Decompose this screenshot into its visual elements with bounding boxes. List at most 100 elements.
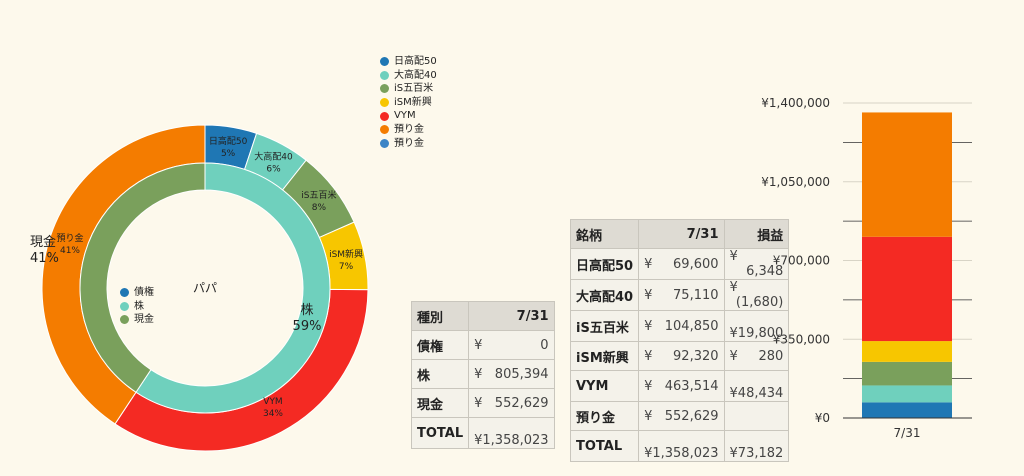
inner-legend-swatch <box>120 301 129 311</box>
inner-legend-label: 株 <box>134 300 144 312</box>
outer-legend-swatch <box>380 70 389 80</box>
bar-segment-0 <box>862 402 952 418</box>
outer-slice-label-5: 預り金 <box>56 232 83 244</box>
outer-slice-pct-1: 6% <box>266 164 281 174</box>
row-value: ¥552,629 <box>638 401 725 431</box>
bar-segment-5 <box>862 112 952 237</box>
inner-legend-label: 現金 <box>134 314 154 326</box>
table-row: 大高配40 ¥75,110 ¥ (1,680) <box>569 279 790 311</box>
outer-legend-label: iS五百米 <box>394 83 434 95</box>
inner-legend-item: 現金 <box>120 313 154 327</box>
inner-legend-swatch <box>120 288 129 298</box>
header-pl: 損益 <box>723 219 790 249</box>
donut-center-label: パパ <box>193 281 217 295</box>
bar-segment-3 <box>862 341 952 362</box>
row-value: ¥0 <box>468 330 555 360</box>
inner-label-stock: 株 <box>300 303 313 318</box>
row-label: 債権 <box>410 330 470 360</box>
inner-slice-2 <box>79 162 206 393</box>
y-tick-label: ¥1,050,000 <box>761 175 830 189</box>
outer-legend-label: iSM新興 <box>394 96 432 108</box>
inner-legend-item: 株 <box>120 300 154 314</box>
outer-slice-label-3: iSM新興 <box>329 248 363 260</box>
row-value: ¥75,110 <box>638 279 725 311</box>
row-value: ¥463,514 <box>638 370 725 402</box>
outer-slice-label-1: 大高配40 <box>254 150 293 162</box>
row-value: ¥1,358,023 <box>638 430 725 462</box>
holdings-table: 銘柄 7/31 損益 日高配50 ¥69,600 ¥6,348 大高配40 ¥75,11… <box>569 219 790 462</box>
outer-legend-swatch <box>380 98 389 108</box>
outer-legend-label: 預り金 <box>394 123 424 135</box>
outer-legend-swatch <box>380 84 389 94</box>
outer-slice-label-0: 日高配50 <box>209 135 248 147</box>
bar-segment-2 <box>862 361 952 386</box>
header-type: 種別 <box>410 301 470 331</box>
outer-slice-pct-0: 5% <box>221 149 236 159</box>
outer-legend-item: 預り金 <box>380 137 437 151</box>
row-pl: ¥280 <box>723 341 790 371</box>
bar-segment-4 <box>862 236 952 342</box>
outer-slice-pct-5: 41% <box>60 246 80 256</box>
outer-legend-item: iSM新興 <box>380 96 437 110</box>
outer-legend-swatch <box>380 111 389 121</box>
row-value: ¥552,629 <box>468 388 555 418</box>
table-row: TOTAL ¥1,358,023 <box>410 417 555 449</box>
inner-label-cash: 現金 <box>30 234 56 250</box>
table-row: VYM ¥463,514 ¥48,434 <box>569 370 790 402</box>
row-label: 現金 <box>410 388 470 418</box>
outer-slice-pct-4: 34% <box>263 409 283 419</box>
header-ticker: 銘柄 <box>569 219 640 249</box>
table-header-row: 種別 7/31 <box>410 301 555 331</box>
outer-legend: 日高配50 大高配40 iS五百米 iSM新興 VYM 預り金 預り金 <box>380 55 437 150</box>
table-row: 債権 ¥0 <box>410 330 555 360</box>
row-value: ¥805,394 <box>468 359 555 389</box>
table-row: 現金 ¥552,629 <box>410 388 555 418</box>
row-label: TOTAL <box>569 430 640 462</box>
outer-legend-swatch <box>380 57 389 67</box>
y-tick-label: ¥700,000 <box>773 254 830 268</box>
table-row: TOTAL ¥1,358,023 ¥73,182 <box>569 430 790 462</box>
inner-pct-cash: 41% <box>30 251 59 266</box>
row-label: iS五百米 <box>569 310 640 342</box>
table-header-row: 銘柄 7/31 損益 <box>569 219 790 249</box>
x-tick-label: 7/31 <box>894 426 921 440</box>
header-date: 7/31 <box>638 219 725 249</box>
table-row: iSM新興 ¥92,320 ¥280 <box>569 341 790 371</box>
outer-legend-item: 日高配50 <box>380 55 437 69</box>
bar-segment-1 <box>862 385 952 403</box>
row-value: ¥1,358,023 <box>468 417 555 449</box>
inner-pct-stock: 59% <box>293 319 322 334</box>
outer-legend-item: iS五百米 <box>380 82 437 96</box>
row-pl: ¥73,182 <box>723 430 790 462</box>
row-pl: ¥ (1,680) <box>723 279 790 311</box>
row-value: ¥92,320 <box>638 341 725 371</box>
outer-legend-label: 日高配50 <box>394 56 437 67</box>
table-row: 日高配50 ¥69,600 ¥6,348 <box>569 248 790 280</box>
inner-slice-1 <box>135 162 331 414</box>
row-label: 大高配40 <box>569 279 640 311</box>
allocation-donut-chart: 日高配50 5% 大高配40 6% iS五百米 8% iSM新興 7% VYM 34% 預り金 41%… <box>30 124 369 452</box>
outer-legend-item: VYM <box>380 109 437 123</box>
inner-legend: 債権株現金 <box>120 286 154 327</box>
outer-legend-label: VYM <box>394 110 416 122</box>
outer-slice-pct-2: 8% <box>312 203 327 213</box>
row-label: TOTAL <box>410 417 470 449</box>
inner-legend-swatch <box>120 315 129 325</box>
inner-legend-item: 債権 <box>120 286 154 300</box>
outer-legend-item: 大高配40 <box>380 69 437 83</box>
table-row: 預り金 ¥552,629 <box>569 401 790 431</box>
row-value: ¥104,850 <box>638 310 725 342</box>
y-tick-label: ¥0 <box>815 411 830 425</box>
table-row: iS五百米 ¥104,850 ¥19,800 <box>569 310 790 342</box>
y-tick-label: ¥350,000 <box>773 332 830 346</box>
outer-slice-label-2: iS五百米 <box>301 189 336 201</box>
outer-legend-label: 預り金 <box>394 137 424 149</box>
row-pl: ¥48,434 <box>723 370 790 402</box>
row-pl: ¥6,348 <box>723 248 790 280</box>
asset-type-table: 種別 7/31 債権 ¥0 株 ¥805,394 現金 ¥552,629 TOTAL ¥1,3… <box>410 301 555 449</box>
outer-slice-label-4: VYM <box>263 397 282 407</box>
inner-legend-label: 債権 <box>134 287 154 298</box>
outer-legend-swatch <box>380 138 389 148</box>
outer-legend-label: 大高配40 <box>394 69 437 81</box>
